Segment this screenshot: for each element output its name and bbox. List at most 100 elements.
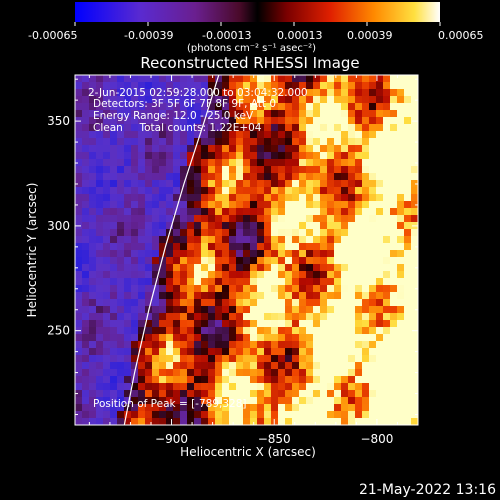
heatmap-cell — [152, 145, 160, 153]
heatmap-cell — [390, 320, 398, 328]
heatmap-cell — [264, 362, 272, 370]
heatmap-cell — [348, 96, 356, 104]
heatmap-cell — [194, 166, 202, 174]
heatmap-cell — [292, 215, 300, 223]
heatmap-cell — [89, 166, 97, 174]
x-tick-label: −900 — [155, 432, 188, 446]
heatmap-cell — [271, 75, 279, 83]
heatmap-cell — [292, 278, 300, 286]
heatmap-cell — [243, 180, 251, 188]
heatmap-cell — [159, 124, 167, 132]
heatmap-cell — [229, 103, 237, 111]
heatmap-cell — [313, 376, 321, 384]
heatmap-cell — [299, 369, 307, 377]
heatmap-cell — [348, 320, 356, 328]
heatmap-cell — [362, 250, 370, 258]
heatmap-cell — [390, 383, 398, 391]
heatmap-cell — [138, 397, 146, 405]
heatmap-cell — [166, 355, 174, 363]
heatmap-cell — [124, 320, 132, 328]
heatmap-cell — [271, 229, 279, 237]
heatmap-cell — [89, 278, 97, 286]
heatmap-cell — [117, 306, 125, 314]
heatmap-cell — [320, 369, 328, 377]
heatmap-cell — [180, 208, 188, 216]
heatmap-cell — [194, 313, 202, 321]
heatmap-cell — [138, 82, 146, 90]
heatmap-cell — [320, 208, 328, 216]
heatmap-cell — [369, 75, 377, 83]
heatmap-cell — [278, 131, 286, 139]
heatmap-cell — [348, 187, 356, 195]
heatmap-cell — [278, 208, 286, 216]
heatmap-cell — [355, 397, 363, 405]
heatmap-cell — [292, 229, 300, 237]
heatmap-cell — [124, 82, 132, 90]
heatmap-cell — [362, 271, 370, 279]
heatmap-cell — [124, 250, 132, 258]
heatmap-cell — [341, 180, 349, 188]
heatmap-cell — [187, 75, 195, 83]
heatmap-cell — [152, 215, 160, 223]
heatmap-cell — [341, 292, 349, 300]
heatmap-cell — [110, 82, 118, 90]
heatmap-cell — [376, 194, 384, 202]
heatmap-cell — [355, 334, 363, 342]
heatmap-cell — [82, 271, 90, 279]
heatmap-cell — [89, 257, 97, 265]
heatmap-cell — [348, 334, 356, 342]
heatmap-cell — [82, 82, 90, 90]
heatmap-cell — [222, 397, 230, 405]
heatmap-cell — [166, 250, 174, 258]
heatmap-cell — [355, 257, 363, 265]
heatmap-cell — [208, 327, 216, 335]
heatmap-cell — [369, 306, 377, 314]
heatmap-cell — [355, 215, 363, 223]
heatmap-cell — [96, 390, 104, 398]
heatmap-cell — [103, 222, 111, 230]
heatmap-cell — [110, 299, 118, 307]
heatmap-cell — [145, 257, 153, 265]
heatmap-cell — [299, 117, 307, 125]
heatmap-cell — [341, 103, 349, 111]
heatmap-cell — [404, 103, 412, 111]
heatmap-cell — [411, 250, 418, 258]
heatmap-cell — [327, 327, 335, 335]
heatmap-cell — [334, 152, 342, 160]
heatmap-cell — [341, 187, 349, 195]
heatmap-cell — [138, 313, 146, 321]
heatmap-cell — [89, 208, 97, 216]
heatmap-cell — [320, 397, 328, 405]
heatmap-cell — [145, 327, 153, 335]
heatmap-cell — [124, 222, 132, 230]
heatmap-cell — [383, 152, 391, 160]
heatmap-cell — [222, 376, 230, 384]
heatmap-cell — [75, 348, 83, 356]
heatmap-cell — [320, 418, 328, 425]
heatmap-cell — [89, 75, 97, 83]
heatmap-cell — [334, 110, 342, 118]
heatmap-cell — [271, 292, 279, 300]
heatmap-cell — [194, 397, 202, 405]
heatmap-cell — [236, 292, 244, 300]
heatmap-cell — [383, 341, 391, 349]
heatmap-cell — [278, 390, 286, 398]
heatmap-cell — [215, 383, 223, 391]
heatmap-cell — [194, 145, 202, 153]
heatmap-cell — [117, 131, 125, 139]
heatmap-cell — [404, 306, 412, 314]
heatmap-cell — [313, 138, 321, 146]
heatmap-cell — [397, 369, 405, 377]
heatmap-cell — [313, 292, 321, 300]
heatmap-cell — [145, 159, 153, 167]
heatmap-cell — [82, 194, 90, 202]
heatmap-cell — [173, 257, 181, 265]
heatmap-cell — [208, 369, 216, 377]
heatmap-cell — [264, 397, 272, 405]
heatmap-cell — [159, 96, 167, 104]
heatmap-cell — [383, 264, 391, 272]
heatmap-cell — [236, 208, 244, 216]
heatmap-cell — [187, 194, 195, 202]
heatmap-cell — [152, 117, 160, 125]
heatmap-cell — [229, 82, 237, 90]
